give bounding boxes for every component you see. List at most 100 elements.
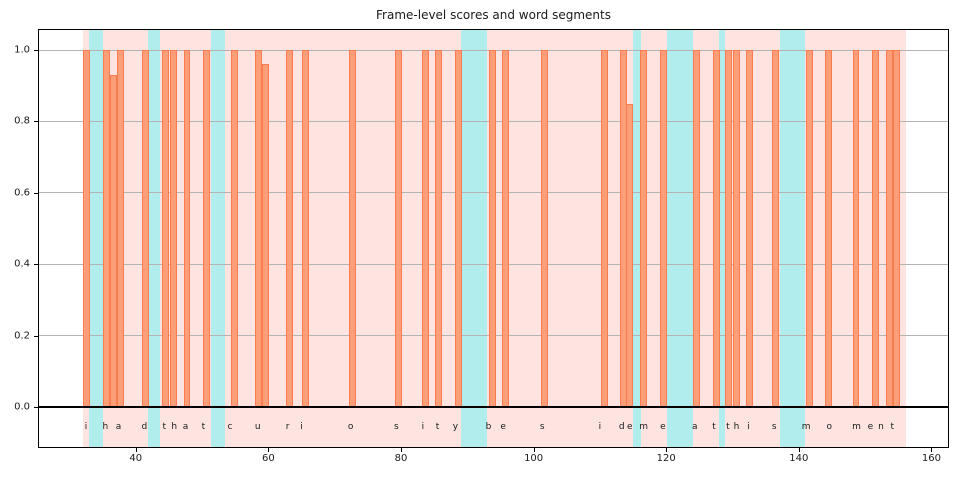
chart-title: Frame-level scores and word segments bbox=[376, 8, 611, 22]
score-bar bbox=[230, 50, 238, 408]
score-bar bbox=[885, 50, 893, 408]
score-bar bbox=[659, 50, 667, 408]
y-axis-tick bbox=[34, 192, 38, 194]
score-bar bbox=[619, 50, 627, 408]
word-letter-annotation: s bbox=[394, 421, 399, 432]
word-letter-annotation: t bbox=[890, 421, 895, 432]
word-letter-annotation: i bbox=[421, 421, 425, 432]
word-letter-annotation: t bbox=[201, 421, 206, 432]
x-tick-label: 140 bbox=[789, 453, 809, 464]
score-bar bbox=[102, 50, 110, 408]
word-letter-annotation: e bbox=[500, 421, 506, 432]
y-tick-label: 0.6 bbox=[14, 187, 30, 199]
y-axis-tick bbox=[34, 335, 38, 337]
score-bar bbox=[348, 50, 356, 408]
y-axis-tick bbox=[34, 264, 38, 266]
x-tick-label: 120 bbox=[656, 453, 676, 464]
x-axis-tick bbox=[666, 448, 668, 452]
word-letter-annotation: e bbox=[660, 421, 666, 432]
word-letter-annotation: o bbox=[826, 421, 833, 432]
score-bar bbox=[170, 50, 178, 408]
score-bar bbox=[395, 50, 402, 408]
word-letter-annotation: r bbox=[285, 421, 290, 432]
word-letter-annotation: s bbox=[539, 421, 545, 432]
word-letter-annotation: t bbox=[712, 421, 716, 432]
score-bar bbox=[540, 50, 548, 408]
x-tick-label: 100 bbox=[524, 453, 544, 464]
y-tick-label: 0.8 bbox=[14, 115, 30, 127]
word-letter-annotation: i bbox=[300, 421, 303, 432]
score-bar bbox=[454, 50, 462, 408]
x-axis-tick bbox=[401, 448, 402, 452]
score-bar bbox=[892, 50, 900, 408]
score-bar bbox=[745, 50, 753, 408]
word-gap-span bbox=[779, 30, 805, 447]
score-bar bbox=[601, 50, 609, 408]
word-letter-annotation: y bbox=[452, 421, 459, 432]
score-bar bbox=[435, 50, 443, 408]
word-letter-annotation: a bbox=[115, 421, 122, 432]
x-tick-label: 60 bbox=[262, 453, 275, 464]
score-bar bbox=[772, 50, 780, 408]
word-gap-span bbox=[633, 30, 642, 447]
word-letter-annotation: t bbox=[726, 421, 730, 432]
y-tick-label: 0.2 bbox=[14, 330, 30, 342]
score-bar bbox=[806, 50, 814, 408]
word-gap-span bbox=[147, 30, 161, 447]
word-letter-annotation: s bbox=[771, 421, 777, 432]
score-bar bbox=[626, 103, 634, 408]
word-letter-annotation: h bbox=[171, 421, 178, 432]
y-tick-label: 1.0 bbox=[14, 44, 30, 56]
word-letter-annotation: n bbox=[878, 421, 884, 432]
word-letter-annotation: h bbox=[102, 421, 109, 432]
x-axis-tick bbox=[135, 448, 137, 452]
word-letter-annotation: i bbox=[84, 421, 88, 432]
word-gap-span bbox=[210, 30, 226, 447]
x-axis-tick bbox=[533, 448, 535, 452]
x-tick-label: 160 bbox=[921, 453, 941, 464]
word-gap-span bbox=[718, 30, 725, 447]
y-tick-label: 0.0 bbox=[14, 401, 30, 413]
word-gap-span bbox=[461, 30, 487, 447]
word-letter-annotation: u bbox=[254, 421, 261, 432]
word-letter-annotation: a bbox=[691, 421, 698, 432]
score-bar bbox=[262, 64, 270, 408]
word-letter-annotation: c bbox=[227, 421, 233, 432]
word-letter-annotation: b bbox=[485, 421, 492, 432]
score-bar bbox=[117, 50, 125, 408]
word-letter-annotation: d bbox=[618, 421, 625, 432]
score-bar bbox=[109, 75, 117, 408]
score-bar bbox=[502, 50, 510, 408]
y-axis-tick bbox=[34, 121, 38, 123]
word-letter-annotation: t bbox=[435, 421, 440, 432]
score-bar bbox=[872, 50, 880, 408]
score-bar bbox=[162, 50, 170, 408]
score-bar bbox=[255, 50, 263, 408]
score-bar bbox=[421, 50, 429, 408]
x-axis-tick bbox=[268, 448, 270, 452]
word-letter-annotation: m bbox=[852, 421, 861, 432]
word-gap-span bbox=[89, 30, 103, 447]
y-axis-tick bbox=[34, 50, 38, 51]
x-axis-tick bbox=[931, 448, 933, 452]
score-bar bbox=[286, 50, 294, 408]
score-bar bbox=[712, 50, 720, 408]
score-bar bbox=[725, 50, 733, 408]
word-letter-annotation: i bbox=[747, 421, 750, 432]
score-bar bbox=[183, 50, 191, 408]
score-bar bbox=[693, 50, 701, 408]
word-letter-annotation: e bbox=[867, 421, 874, 432]
word-letter-annotation: i bbox=[598, 421, 602, 432]
word-letter-annotation: m bbox=[801, 421, 811, 432]
score-bar bbox=[142, 50, 150, 408]
word-letter-annotation: e bbox=[626, 421, 633, 432]
score-bar bbox=[82, 50, 90, 408]
zero-baseline bbox=[39, 406, 948, 409]
score-bar bbox=[825, 50, 833, 408]
score-bar bbox=[203, 50, 211, 408]
word-letter-annotation: d bbox=[141, 421, 148, 432]
score-bar bbox=[489, 50, 497, 408]
x-axis-tick bbox=[798, 448, 800, 452]
